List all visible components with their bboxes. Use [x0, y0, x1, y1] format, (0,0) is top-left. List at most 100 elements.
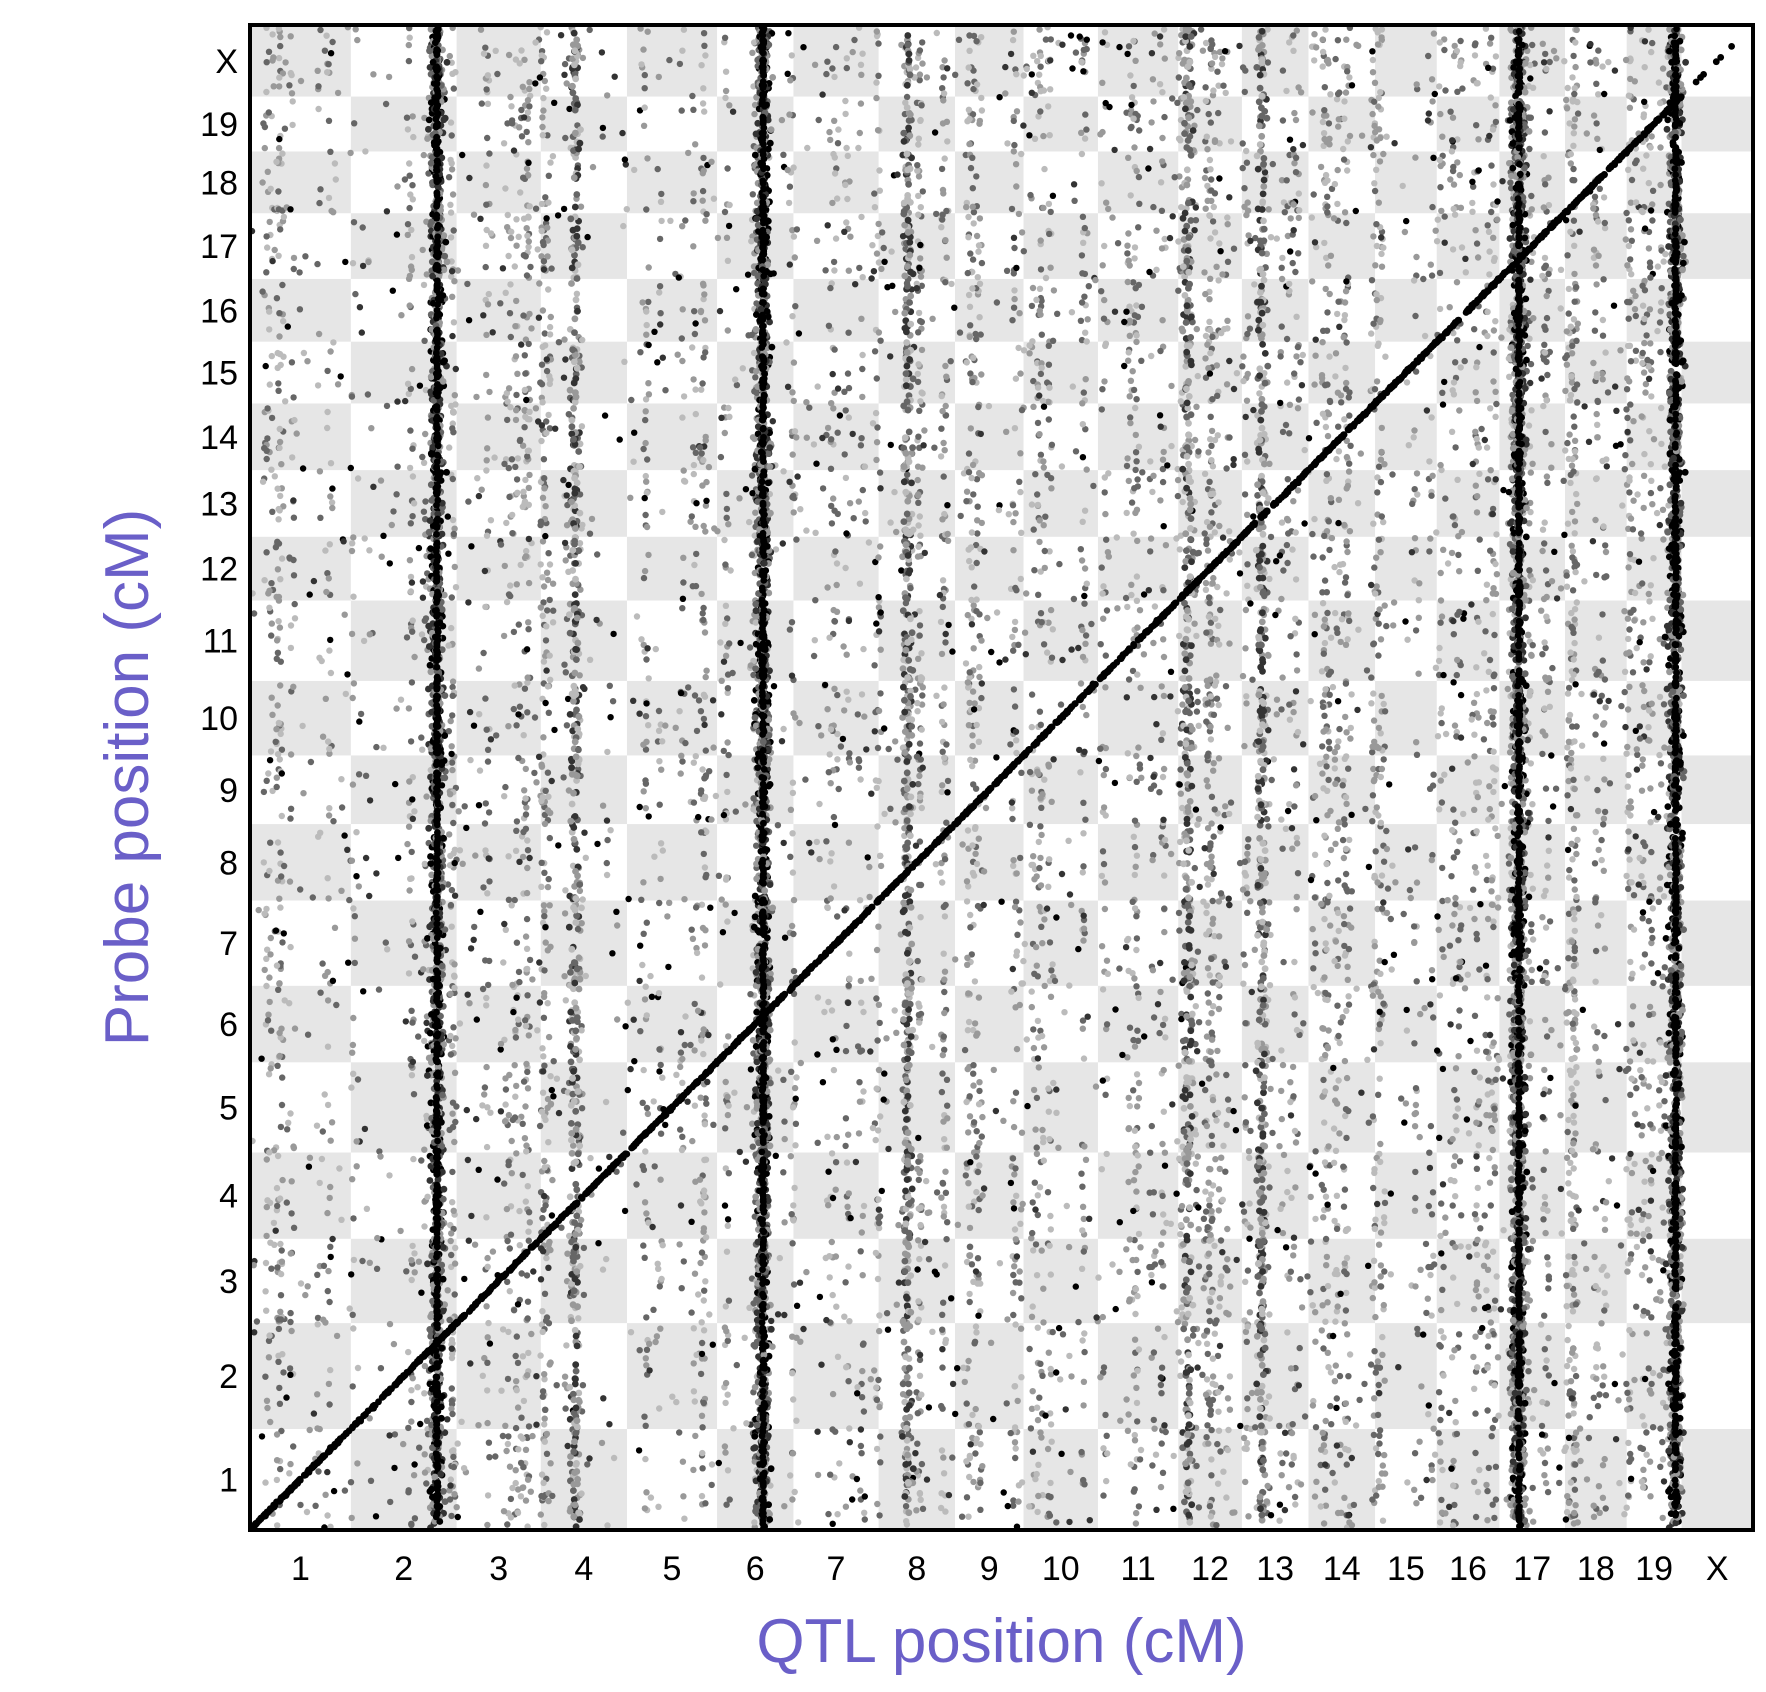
scatter-point: [1202, 1188, 1209, 1195]
scatter-point: [1280, 958, 1287, 966]
scatter-point: [917, 914, 924, 921]
scatter-point: [1244, 330, 1251, 338]
scatter-point: [1136, 761, 1144, 768]
scatter-point: [1210, 833, 1217, 840]
background-cell: [954, 25, 1024, 97]
background-cell: [954, 403, 1024, 471]
scatter-point: [1346, 412, 1353, 419]
scatter-point: [1134, 1268, 1141, 1276]
scatter-point: [1103, 199, 1110, 206]
scatter-point: [876, 852, 884, 860]
scatter-point: [1011, 618, 1019, 626]
scatter-point: [350, 1325, 357, 1332]
scatter-point: [406, 778, 413, 785]
scatter-point: [1222, 803, 1229, 810]
scatter-point: [487, 517, 495, 524]
scatter-point: [516, 60, 523, 67]
scatter-point: [1131, 244, 1139, 251]
scatter-point: [525, 139, 532, 146]
scatter-point: [1048, 967, 1055, 974]
scatter-point: [319, 960, 326, 967]
scatter-point: [1204, 783, 1212, 790]
background-cell: [456, 824, 541, 901]
scatter-point: [872, 1249, 880, 1257]
scatter-point: [1204, 341, 1211, 348]
scatter-point: [916, 881, 923, 889]
scatter-point: [275, 54, 283, 62]
scatter-point: [1241, 961, 1249, 969]
scatter-point: [517, 561, 524, 569]
scatter-point: [1343, 1461, 1351, 1468]
scatter-point: [481, 820, 489, 827]
scatter-point: [276, 1195, 284, 1202]
scatter-point: [789, 1496, 796, 1503]
scatter-point: [1279, 1061, 1287, 1069]
scatter-point: [724, 739, 731, 746]
scatter-point: [642, 1455, 649, 1463]
scatter-point: [279, 281, 286, 289]
scatter-point: [1045, 103, 1052, 110]
scatter-point: [1203, 133, 1211, 140]
scatter-point: [573, 290, 581, 297]
scatter-point: [1278, 519, 1286, 526]
scatter-point: [523, 966, 530, 973]
scatter-point: [266, 974, 273, 981]
scatter-point: [726, 201, 733, 209]
scatter-point: [978, 107, 986, 114]
scatter-point: [524, 97, 532, 104]
scatter-point: [846, 500, 854, 507]
scatter-point: [1208, 1207, 1215, 1215]
scatter-point: [965, 1203, 972, 1210]
scatter-point: [1286, 1275, 1293, 1282]
background-cell: [1097, 680, 1179, 756]
scatter-point: [408, 253, 416, 261]
scatter-point: [726, 102, 733, 109]
scatter-point: [1290, 498, 1297, 505]
scatter-point: [1013, 737, 1020, 744]
scatter-point: [846, 975, 853, 982]
background-cell: [1241, 985, 1309, 1063]
scatter-point: [1192, 1160, 1200, 1167]
scatter-point: [1157, 41, 1164, 48]
scatter-point: [1287, 633, 1294, 640]
scatter-point: [914, 699, 921, 707]
scatter-point: [1176, 927, 1183, 934]
scatter-point: [1224, 724, 1231, 731]
scatter-point: [1284, 559, 1291, 567]
scatter-point: [1131, 144, 1138, 151]
scatter-point: [264, 244, 271, 251]
scatter-point: [1295, 396, 1303, 403]
scatter-point: [861, 1509, 868, 1517]
scatter-point: [404, 231, 411, 239]
scatter-point: [324, 1209, 331, 1217]
background-cell: [1023, 341, 1098, 404]
scatter-point: [274, 1152, 282, 1160]
scatter-point: [1015, 210, 1023, 218]
scatter-point: [522, 1497, 530, 1504]
background-cell: [1436, 1062, 1500, 1153]
scatter-point: [1266, 1415, 1273, 1422]
scatter-point: [349, 1049, 356, 1056]
scatter-point: [1325, 1027, 1332, 1034]
scatter-point: [1028, 302, 1036, 310]
scatter-point: [1082, 1156, 1090, 1164]
scatter-point: [642, 439, 649, 447]
scatter-point: [702, 217, 709, 224]
scatter-point: [274, 566, 282, 573]
scatter-point: [512, 1424, 520, 1432]
scatter-point: [827, 465, 835, 472]
scatter-point: [701, 864, 709, 871]
scatter-point: [314, 382, 322, 389]
background-cell: [1308, 213, 1376, 279]
scatter-point: [1032, 943, 1040, 951]
scatter-point: [827, 858, 834, 865]
scatter-point: [506, 310, 514, 317]
scatter-point: [1205, 449, 1212, 456]
scatter-point: [722, 94, 729, 102]
scatter-point: [526, 956, 534, 964]
scatter-point: [874, 1275, 882, 1283]
scatter-point: [420, 508, 428, 515]
background-cell: [1499, 25, 1566, 97]
scatter-point: [453, 1504, 460, 1511]
scatter-point: [1080, 799, 1087, 806]
